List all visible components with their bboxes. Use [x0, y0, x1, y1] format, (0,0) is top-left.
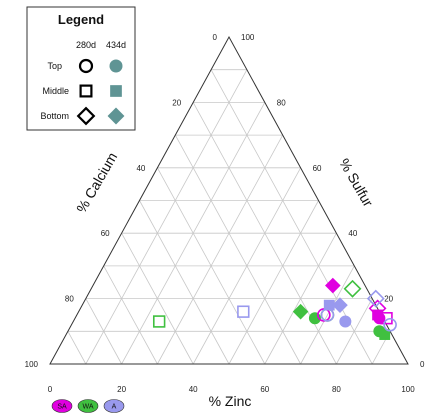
triangle-frame	[49, 35, 409, 365]
tick-label-calcium: 80	[65, 295, 74, 304]
data-point-a-top-280d	[320, 308, 335, 322]
tick-labels: 0 20 40 60 80 100 100 80 60 40 20 0 0 20 40 60 80 100	[25, 33, 425, 394]
grid-line	[228, 200, 319, 365]
legend-column-434d: 434d	[106, 40, 126, 50]
tick-label-zinc: 60	[260, 385, 269, 394]
legend-markers	[76, 58, 125, 126]
grid-line	[264, 233, 337, 365]
data-point-wa-bottom-280d	[343, 279, 362, 298]
grid-lines	[67, 69, 391, 365]
grid-line	[300, 265, 355, 365]
series-key-label-sa: SA	[57, 404, 67, 411]
tick-label-zinc: 20	[117, 385, 126, 394]
legend-marker-bottom-434d	[107, 107, 125, 125]
tick-label-zinc: 40	[189, 385, 198, 394]
data-point-sa-bottom-280d	[368, 299, 387, 318]
data-points	[152, 277, 397, 340]
grid-line	[174, 134, 301, 365]
series-key-sa	[51, 399, 73, 413]
legend-column-280d: 280d	[76, 40, 96, 50]
legend-marker-top-280d	[78, 58, 94, 74]
series-key-wa	[77, 399, 99, 413]
axis-title-sulfur: % Sulfur	[336, 156, 376, 210]
series-key: SA WA A	[51, 399, 125, 413]
grid-line	[103, 265, 158, 365]
tick-label-sulfur: 20	[384, 295, 393, 304]
legend-row-middle: Middle	[42, 86, 69, 96]
data-point-sa-bottom-434d	[325, 277, 341, 294]
tick-label-zinc: 80	[332, 385, 341, 394]
axis-title-zinc: % Zinc	[209, 393, 252, 409]
data-point-a-middle-434d	[323, 299, 335, 311]
tick-label-calcium: 40	[136, 164, 145, 173]
legend-marker-middle-434d	[110, 85, 122, 97]
data-point-a-bottom-434d	[332, 297, 348, 313]
tick-label-calcium: 20	[172, 98, 181, 107]
grid-line	[85, 298, 122, 365]
tick-label-zinc: 100	[401, 385, 415, 394]
legend-title: Legend	[58, 12, 104, 27]
grid-line	[121, 233, 194, 365]
data-point-a-top-434d	[339, 315, 352, 328]
legend-row-bottom: Bottom	[40, 111, 69, 121]
tick-label-sulfur: 100	[241, 33, 255, 42]
legend: Legend 280d 434d Top Middle Bottom	[26, 6, 136, 131]
legend-marker-top-434d	[109, 59, 123, 73]
data-point-wa-middle-434d	[379, 329, 391, 340]
data-point-a-top-280d	[383, 317, 397, 332]
data-point-a-middle-280d	[237, 305, 250, 318]
legend-marker-middle-280d	[79, 84, 93, 98]
data-point-wa-middle-280d	[152, 315, 166, 328]
data-point-a-bottom-280d	[366, 289, 385, 308]
tick-label-zinc: 0	[48, 385, 53, 394]
grid-line	[210, 69, 373, 365]
grid-line	[67, 331, 87, 365]
series-key-label-a: A	[112, 404, 117, 411]
data-point-wa-bottom-434d	[292, 303, 309, 320]
grid-line	[336, 298, 373, 365]
tick-label-sulfur: 40	[348, 229, 357, 238]
series-key-a	[103, 399, 125, 413]
tick-label-calcium: 0	[213, 33, 218, 42]
series-key-label-wa: WA	[82, 404, 93, 411]
grid-line	[139, 200, 230, 365]
tick-label-calcium: 60	[101, 229, 110, 238]
legend-row-top: Top	[47, 61, 62, 71]
tick-label-sulfur: 80	[277, 98, 286, 107]
grid-line	[85, 69, 248, 365]
grid-line	[157, 134, 284, 365]
legend-marker-bottom-280d	[76, 106, 96, 126]
tick-label-sulfur: 0	[420, 360, 425, 369]
tick-label-sulfur: 60	[313, 164, 322, 173]
axis-title-calcium: % Calcium	[73, 150, 120, 216]
tick-label-calcium: 100	[25, 360, 39, 369]
